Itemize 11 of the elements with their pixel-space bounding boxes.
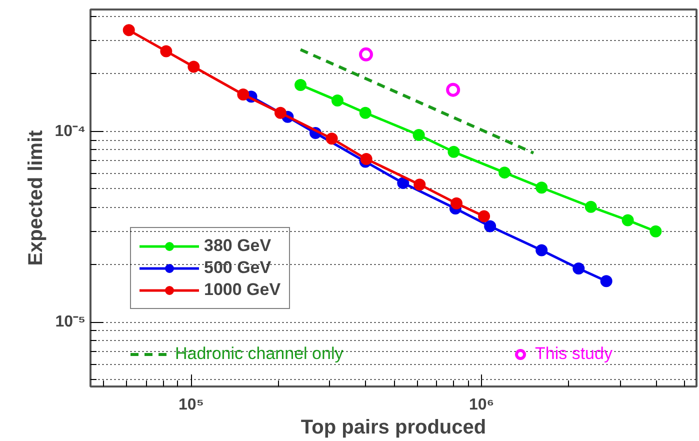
legend-label: This study: [535, 344, 612, 364]
x-tick-label: 10⁶: [468, 396, 494, 414]
y-axis-title: Expected limit: [24, 130, 47, 266]
legend-label: 1000 GeV: [204, 280, 281, 300]
legend-label: 500 GeV: [204, 258, 272, 278]
y-tick-label: 10⁻⁴: [54, 122, 86, 140]
x-axis-title: Top pairs produced: [300, 416, 486, 438]
legend-label: Hadronic channel only: [175, 344, 344, 364]
x-tick-label: 10⁵: [178, 396, 204, 414]
y-tick-label: 10⁻⁵: [55, 314, 86, 331]
legend-label: 380 GeV: [204, 236, 272, 256]
